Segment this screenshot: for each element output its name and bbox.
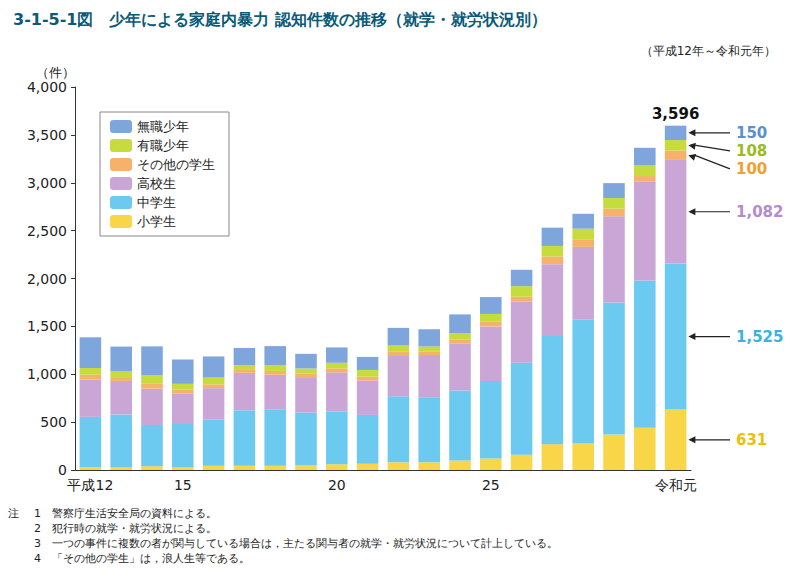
svg-text:25: 25 [482, 477, 500, 493]
svg-text:108: 108 [736, 142, 767, 160]
svg-text:（件）: （件） [36, 65, 75, 80]
svg-text:有職少年: 有職少年 [137, 138, 189, 153]
svg-text:1 警察庁生活安全局の資料による。: 1 警察庁生活安全局の資料による。 [34, 507, 217, 520]
svg-text:20: 20 [328, 477, 346, 493]
svg-text:1,500: 1,500 [27, 318, 67, 334]
svg-text:（平成12年～令和元年）: （平成12年～令和元年） [641, 44, 776, 58]
svg-text:2,000: 2,000 [27, 271, 67, 287]
svg-text:高校生: 高校生 [137, 176, 176, 191]
svg-text:4 「その他の学生」は，浪人生等である。: 4 「その他の学生」は，浪人生等である。 [34, 552, 250, 565]
svg-text:100: 100 [736, 160, 767, 178]
svg-text:3 一つの事件に複数の者が関与している場合は，主たる関与者の: 3 一つの事件に複数の者が関与している場合は，主たる関与者の就学・就労状況につい… [34, 537, 558, 550]
svg-text:その他の学生: その他の学生 [137, 157, 215, 172]
svg-text:小学生: 小学生 [137, 214, 176, 229]
svg-text:500: 500 [40, 414, 67, 430]
svg-text:0: 0 [58, 462, 67, 478]
svg-text:平成12: 平成12 [67, 477, 113, 493]
svg-text:631: 631 [736, 431, 767, 449]
svg-text:3-1-5-1図 少年による家庭内暴力 認知件数の推移（就学: 3-1-5-1図 少年による家庭内暴力 認知件数の推移（就学・就労状況別） [13, 10, 547, 29]
svg-text:令和元: 令和元 [655, 477, 697, 493]
svg-text:1,000: 1,000 [27, 366, 67, 382]
svg-text:3,596: 3,596 [652, 105, 699, 123]
svg-text:4,000: 4,000 [27, 79, 67, 95]
svg-text:3,500: 3,500 [27, 127, 67, 143]
svg-text:15: 15 [174, 477, 192, 493]
svg-text:2,500: 2,500 [27, 223, 67, 239]
svg-text:1,082: 1,082 [736, 203, 783, 221]
svg-text:2 犯行時の就学・就労状況による。: 2 犯行時の就学・就労状況による。 [34, 522, 217, 535]
svg-text:3,000: 3,000 [27, 175, 67, 191]
svg-text:1,525: 1,525 [736, 328, 783, 346]
svg-text:無職少年: 無職少年 [137, 119, 189, 134]
svg-text:150: 150 [736, 124, 767, 142]
svg-text:中学生: 中学生 [137, 195, 176, 210]
svg-text:注: 注 [8, 507, 19, 520]
